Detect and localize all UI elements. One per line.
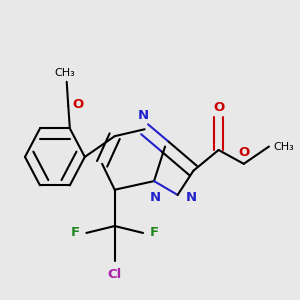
Text: O: O	[72, 98, 83, 112]
Text: CH₃: CH₃	[274, 142, 294, 152]
Text: F: F	[71, 226, 80, 239]
Text: N: N	[137, 109, 148, 122]
Text: O: O	[238, 146, 249, 159]
Text: Cl: Cl	[108, 268, 122, 281]
Text: N: N	[150, 191, 161, 205]
Text: N: N	[185, 191, 197, 204]
Text: F: F	[149, 226, 158, 239]
Text: O: O	[213, 101, 224, 114]
Text: CH₃: CH₃	[55, 68, 76, 78]
